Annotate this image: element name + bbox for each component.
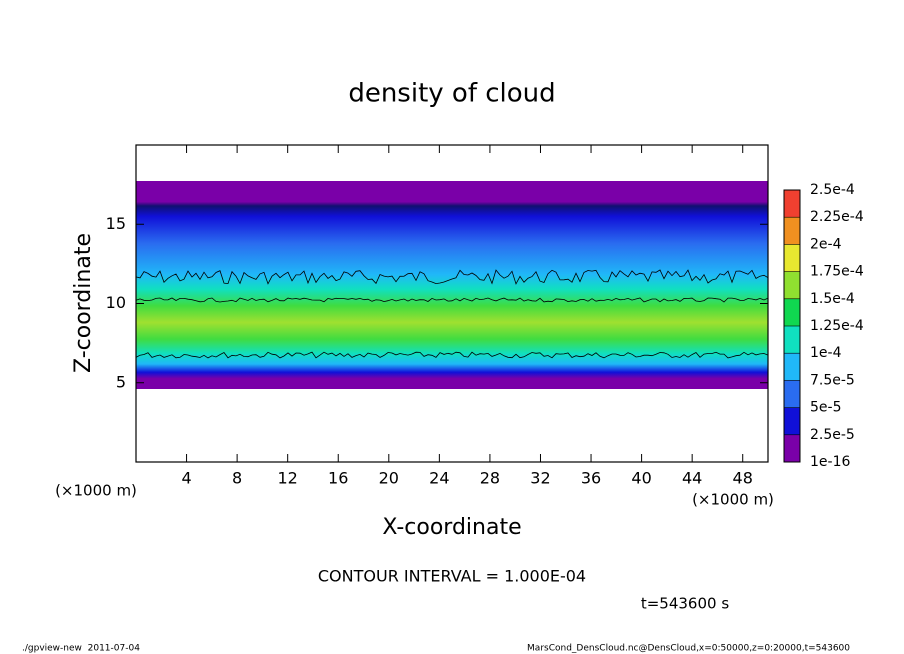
- chart-title: density of cloud: [348, 79, 555, 109]
- x-tick-label: 24: [429, 469, 449, 488]
- contour-line: [135, 351, 769, 359]
- x-tick-label: 32: [530, 469, 550, 488]
- contour-lines: [135, 269, 769, 359]
- colorbar-swatch: [784, 326, 800, 354]
- colorbar-tick-label: 7.5e-5: [810, 372, 855, 388]
- y-tick-label: 5: [116, 372, 126, 391]
- colorbar-tick-label: 2.5e-4: [810, 182, 855, 198]
- y-tick-label: 15: [106, 214, 126, 233]
- colorbar-tick-label: 1e-4: [810, 345, 842, 361]
- colorbar-swatch: [784, 407, 800, 435]
- x-tick-label: 44: [682, 469, 702, 488]
- colorbar-swatch: [784, 244, 800, 272]
- colorbar-swatch: [784, 298, 800, 326]
- x-tick-label: 48: [733, 469, 753, 488]
- colorbar-tick-label: 1e-16: [810, 454, 850, 470]
- x-tick-label: 4: [181, 469, 191, 488]
- x-tick-label: 8: [232, 469, 242, 488]
- colorbar-swatch: [784, 380, 800, 408]
- contour-line: [135, 297, 769, 303]
- y-tick-label: 10: [106, 293, 126, 312]
- colorbar-tick-label: 5e-5: [810, 400, 841, 416]
- colorbar-swatch: [784, 190, 800, 218]
- colorbar-tick-label: 2.5e-5: [810, 427, 855, 443]
- colorbar-tick-label: 2e-4: [810, 236, 842, 252]
- x-tick-label: 20: [379, 469, 399, 488]
- x-axis-label: X-coordinate: [382, 515, 521, 540]
- colorbar-swatch: [784, 353, 800, 381]
- cloud-field: [136, 181, 768, 389]
- footer-left: ./gpview-new 2011-07-04: [22, 644, 140, 654]
- footer-right: MarsCond_DensCloud.nc@DensCloud,x=0:5000…: [527, 644, 850, 654]
- time-label: t=543600 s: [641, 595, 729, 613]
- colorbar-swatch: [784, 271, 800, 299]
- x-tick-label: 28: [480, 469, 500, 488]
- contour-interval: CONTOUR INTERVAL = 1.000E-04: [318, 567, 586, 586]
- y-axis-label: Z-coordinate: [71, 233, 96, 373]
- colorbar-tick-label: 2.25e-4: [810, 209, 864, 225]
- x-tick-label: 16: [328, 469, 348, 488]
- colorbar-tick-label: 1.25e-4: [810, 318, 864, 334]
- x-tick-label: 40: [631, 469, 651, 488]
- x-tick-label: 36: [581, 469, 601, 488]
- x-unit: (×1000 m): [692, 491, 774, 509]
- y-unit: (×1000 m): [55, 482, 137, 500]
- contour-line: [135, 269, 769, 285]
- colorbar-frame: [783, 189, 801, 463]
- colorbar-swatch: [784, 217, 800, 245]
- colorbar-tick-label: 1.75e-4: [810, 264, 864, 280]
- x-tick-label: 12: [278, 469, 298, 488]
- colorbar-swatch: [784, 434, 800, 462]
- colorbar-tick-label: 1.5e-4: [810, 291, 855, 307]
